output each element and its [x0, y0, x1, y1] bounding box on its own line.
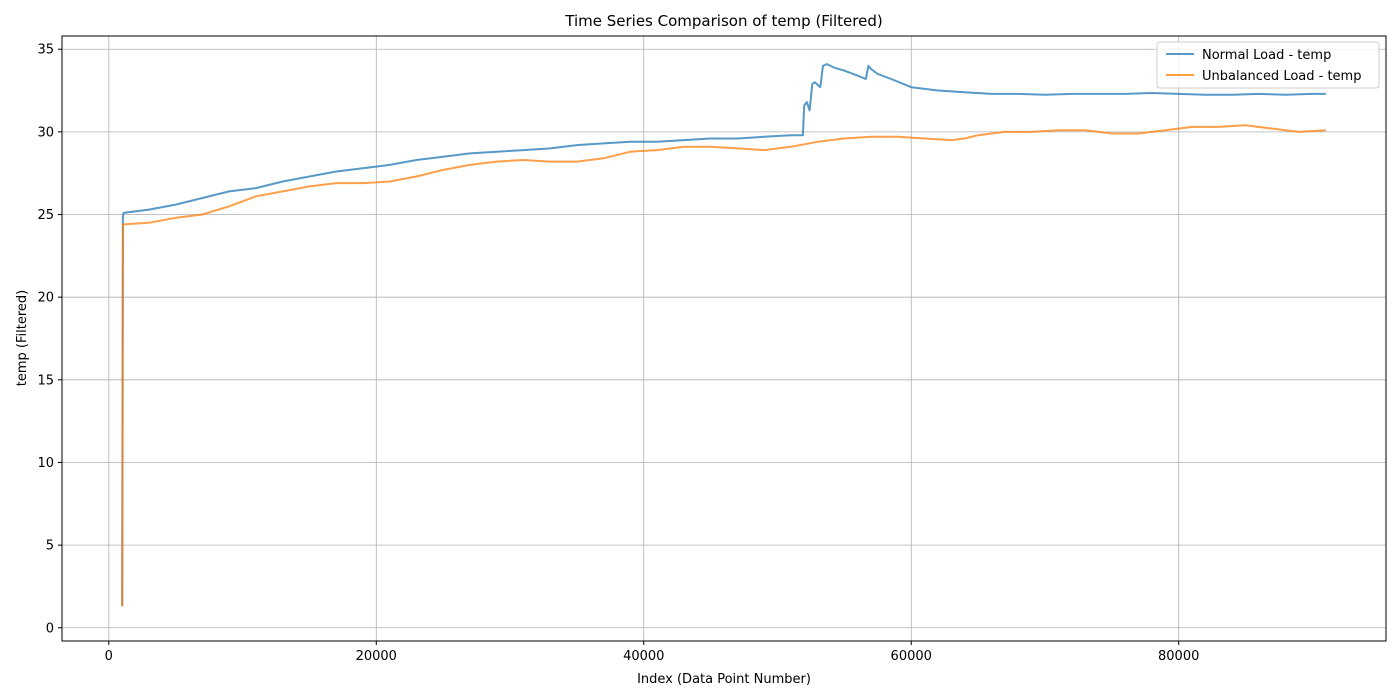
series-layer — [121, 63, 1326, 607]
y-tick-label: 10 — [37, 456, 54, 471]
x-axis-title: Index (Data Point Number) — [637, 672, 811, 687]
y-tick-label: 20 — [37, 291, 54, 306]
legend: Normal Load - temp Unbalanced Load - tem… — [1156, 41, 1380, 89]
x-tick-label: 60000 — [891, 649, 932, 664]
y-tick-label: 30 — [37, 125, 54, 140]
series-line-unbalanced-load-temp — [121, 124, 1326, 607]
legend-label-unbalanced-load: Unbalanced Load - temp — [1202, 69, 1361, 84]
legend-label-normal-load: Normal Load - temp — [1202, 48, 1331, 63]
x-tick-label: 20000 — [356, 649, 397, 664]
x-tick-label: 40000 — [623, 649, 664, 664]
chart-title: Time Series Comparison of temp (Filtered… — [564, 12, 882, 30]
y-tick-label: 25 — [37, 208, 54, 223]
y-tick-label: 15 — [37, 373, 54, 388]
x-tick-label: 0 — [105, 649, 113, 664]
legend-box — [1156, 41, 1380, 89]
y-axis-title: temp (Filtered) — [15, 290, 30, 386]
plot-area-background — [62, 36, 1386, 641]
x-tick-label: 80000 — [1158, 649, 1199, 664]
grid-lines — [62, 36, 1386, 641]
y-tick-label: 0 — [46, 621, 54, 636]
series-line-normal-load-temp — [121, 63, 1326, 607]
y-tick-label: 5 — [46, 539, 54, 554]
plot-area-frame — [61, 35, 1387, 642]
y-axis: 0 5 10 15 20 25 30 35 — [37, 43, 62, 636]
x-axis: 0 20000 40000 60000 80000 — [105, 641, 1199, 664]
y-tick-label: 35 — [37, 43, 54, 58]
